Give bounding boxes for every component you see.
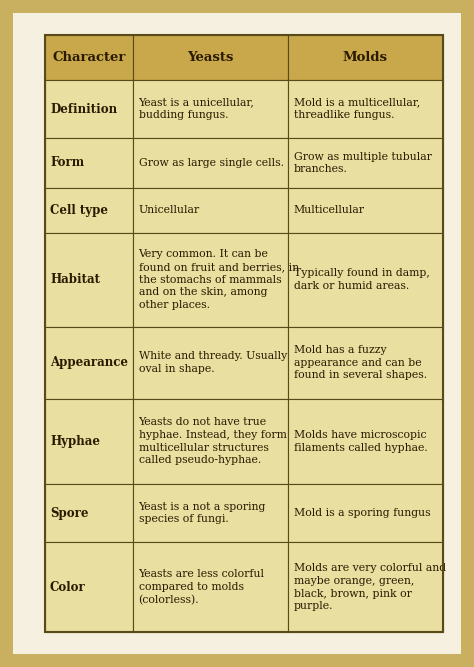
Bar bbox=[288, 35, 443, 80]
Bar bbox=[45, 542, 133, 632]
Text: Grow as multiple tubular
branches.: Grow as multiple tubular branches. bbox=[294, 151, 432, 174]
Text: Character: Character bbox=[52, 51, 126, 64]
Bar bbox=[45, 484, 133, 542]
Text: Grow as large single cells.: Grow as large single cells. bbox=[138, 158, 283, 168]
Bar bbox=[288, 542, 443, 632]
Text: Very common. It can be
found on fruit and berries, in
the stomachs of mammals
an: Very common. It can be found on fruit an… bbox=[138, 249, 299, 310]
Bar bbox=[133, 138, 288, 187]
Bar bbox=[288, 187, 443, 233]
Text: Yeasts are less colorful
compared to molds
(colorless).: Yeasts are less colorful compared to mol… bbox=[138, 569, 264, 605]
Bar bbox=[133, 187, 288, 233]
Text: Mold has a fuzzy
appearance and can be
found in several shapes.: Mold has a fuzzy appearance and can be f… bbox=[294, 345, 427, 380]
Text: Mold is a sporing fungus: Mold is a sporing fungus bbox=[294, 508, 430, 518]
Bar bbox=[45, 327, 133, 399]
Text: Spore: Spore bbox=[50, 506, 89, 520]
Text: Unicellular: Unicellular bbox=[138, 205, 200, 215]
Bar bbox=[288, 80, 443, 138]
Bar bbox=[45, 80, 133, 138]
Bar bbox=[133, 80, 288, 138]
Text: Yeast is a not a sporing
species of fungi.: Yeast is a not a sporing species of fung… bbox=[138, 502, 266, 524]
Bar bbox=[133, 542, 288, 632]
Text: Cell type: Cell type bbox=[50, 203, 108, 217]
Text: Color: Color bbox=[50, 580, 86, 594]
Text: Multicellular: Multicellular bbox=[294, 205, 365, 215]
Bar bbox=[133, 484, 288, 542]
Bar bbox=[45, 138, 133, 187]
Text: Yeasts do not have true
hyphae. Instead, they form
multicellular structures
call: Yeasts do not have true hyphae. Instead,… bbox=[138, 417, 286, 466]
Bar bbox=[288, 327, 443, 399]
Bar bbox=[45, 399, 133, 484]
Text: Yeasts: Yeasts bbox=[187, 51, 233, 64]
Bar bbox=[133, 327, 288, 399]
Text: Form: Form bbox=[50, 157, 84, 169]
Bar bbox=[288, 399, 443, 484]
Text: Molds: Molds bbox=[343, 51, 388, 64]
Text: Hyphae: Hyphae bbox=[50, 435, 100, 448]
Bar bbox=[288, 484, 443, 542]
Text: Habitat: Habitat bbox=[50, 273, 100, 286]
Text: Mold is a multicellular,
threadlike fungus.: Mold is a multicellular, threadlike fung… bbox=[294, 97, 420, 121]
Bar bbox=[288, 138, 443, 187]
Bar bbox=[288, 233, 443, 327]
Bar bbox=[133, 35, 288, 80]
Text: Molds are very colorful and
maybe orange, green,
black, brown, pink or
purple.: Molds are very colorful and maybe orange… bbox=[294, 563, 446, 612]
Text: Yeast is a unicellular,
budding fungus.: Yeast is a unicellular, budding fungus. bbox=[138, 97, 255, 121]
Bar bbox=[45, 187, 133, 233]
Text: Molds have microscopic
filaments called hyphae.: Molds have microscopic filaments called … bbox=[294, 430, 428, 453]
Bar bbox=[133, 233, 288, 327]
Text: Definition: Definition bbox=[50, 103, 117, 115]
Bar bbox=[45, 35, 443, 632]
Bar bbox=[133, 399, 288, 484]
Text: White and thready. Usually
oval in shape.: White and thready. Usually oval in shape… bbox=[138, 352, 287, 374]
Text: Appearance: Appearance bbox=[50, 356, 128, 369]
Text: Typically found in damp,
dark or humid areas.: Typically found in damp, dark or humid a… bbox=[294, 268, 429, 291]
Bar bbox=[45, 233, 133, 327]
Bar bbox=[45, 35, 133, 80]
